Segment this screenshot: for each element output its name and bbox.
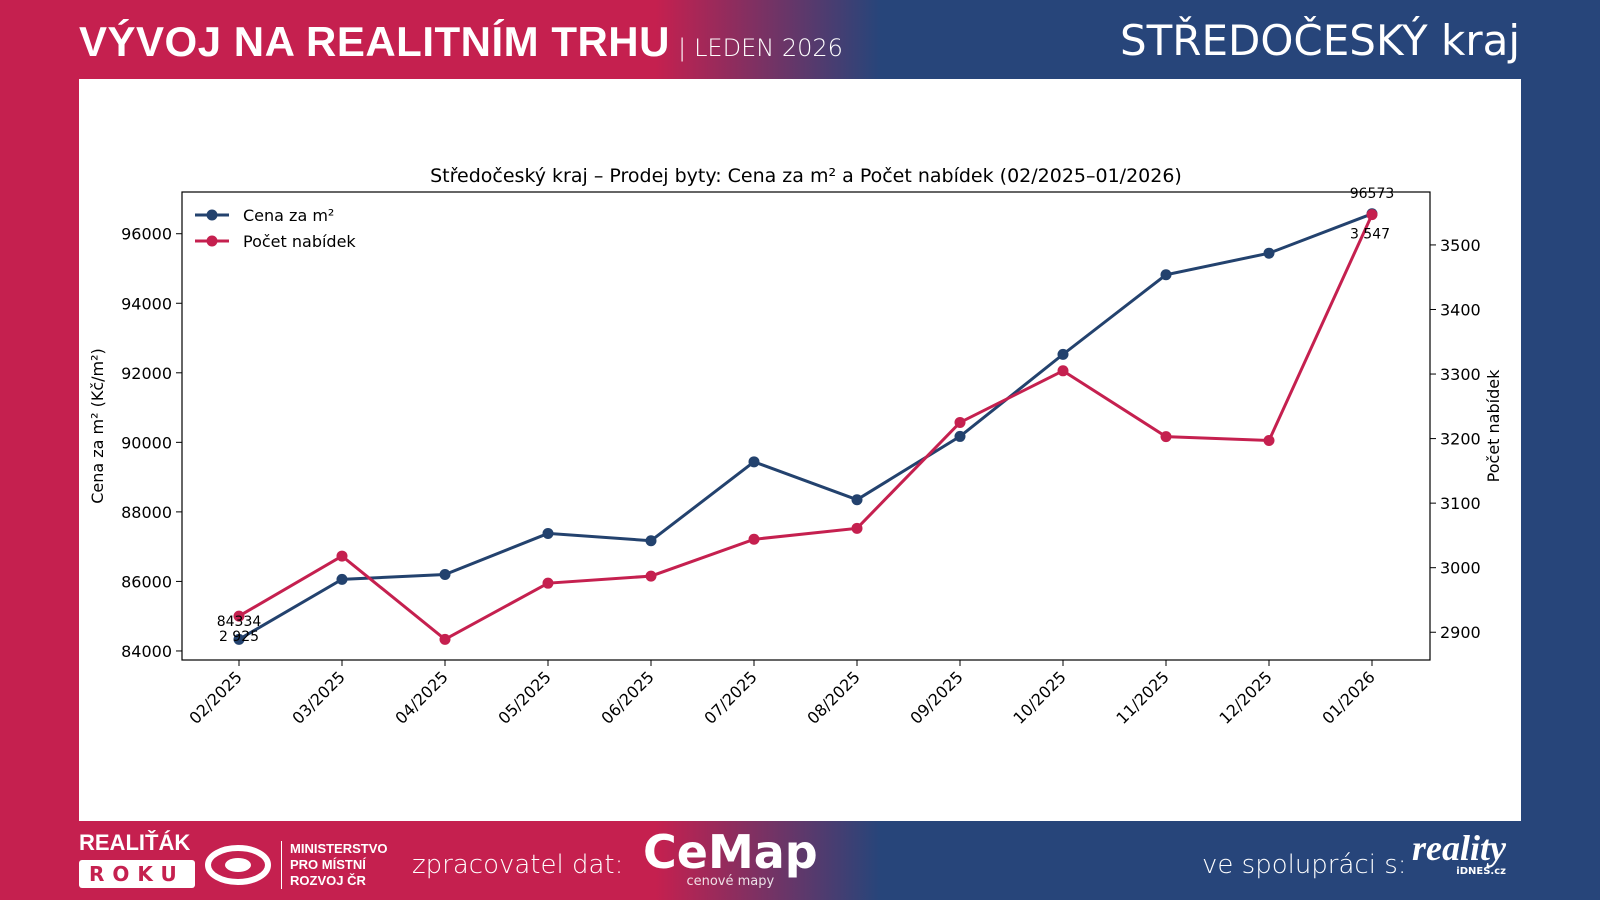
y-tick-label: 88000 — [121, 503, 172, 522]
y-axis-label: Cena za m² (Kč/m²) — [88, 348, 107, 504]
data-point — [645, 535, 657, 547]
data-point — [233, 610, 245, 622]
x-tick-label: 01/2026 — [1318, 667, 1378, 727]
y-tick-label: 84000 — [121, 642, 172, 661]
data-point — [336, 573, 348, 585]
x-tick-label: 12/2025 — [1215, 667, 1275, 727]
x-tick-label: 02/2025 — [185, 667, 245, 727]
ministry-emblem-icon — [205, 845, 271, 885]
y2-tick-label: 3300 — [1440, 365, 1481, 384]
reality-text: reality — [1412, 828, 1506, 868]
page-title: VÝVOJ NA REALITNÍM TRHU — [79, 18, 670, 65]
header-title-group: VÝVOJ NA REALITNÍM TRHU | LEDEN 2026 — [79, 18, 843, 66]
chart: Středočeský kraj – Prodej byty: Cena za … — [88, 165, 1503, 728]
data-point — [542, 577, 554, 589]
chart-panel: Středočeský kraj – Prodej byty: Cena za … — [79, 79, 1521, 821]
y2-tick-label: 3200 — [1440, 430, 1481, 449]
title-separator: | — [677, 34, 687, 62]
x-tick-label: 05/2025 — [494, 667, 554, 727]
y2-tick-label: 3500 — [1440, 236, 1481, 255]
data-point — [1057, 365, 1069, 377]
data-point — [1057, 348, 1069, 360]
x-tick-label: 10/2025 — [1009, 667, 1069, 727]
legend-marker — [206, 235, 218, 247]
data-point — [645, 570, 657, 582]
series-line — [238, 213, 1374, 642]
processor-label: zpracovatel dat: — [412, 850, 624, 880]
data-point — [336, 550, 348, 562]
data-point — [954, 416, 966, 428]
y-tick-label: 86000 — [121, 572, 172, 591]
y2-tick-label: 3000 — [1440, 559, 1481, 578]
ministry-line: PRO MÍSTNÍ — [290, 857, 366, 872]
cemap-text: CeMap — [643, 825, 818, 879]
data-point — [439, 633, 451, 645]
data-label: 3 547 — [1350, 227, 1390, 243]
roku-text: ROKU — [79, 860, 195, 888]
data-point — [851, 494, 863, 506]
period-label: LEDEN 2026 — [694, 34, 843, 62]
x-tick-label: 11/2025 — [1112, 667, 1172, 727]
x-tick-label: 07/2025 — [700, 667, 760, 727]
data-label: 96573 — [1350, 186, 1395, 202]
legend-label: Cena za m² — [243, 206, 334, 225]
y-tick-label: 96000 — [121, 225, 172, 244]
y2-axis-label: Počet nabídek — [1484, 369, 1503, 482]
y2-tick-label: 3400 — [1440, 300, 1481, 319]
data-point — [233, 633, 245, 645]
y-tick-label: 90000 — [121, 433, 172, 452]
x-tick-label: 04/2025 — [391, 667, 451, 727]
y2-tick-label: 3100 — [1440, 494, 1481, 513]
x-tick-label: 08/2025 — [803, 667, 863, 727]
y-tick-label: 92000 — [121, 364, 172, 383]
legend-marker — [206, 209, 218, 221]
idnes-text: iDNES.cz — [1456, 866, 1506, 877]
data-point — [954, 430, 966, 442]
y2-tick-label: 2900 — [1440, 623, 1481, 642]
realitak-text: REALIŤÁK — [79, 830, 191, 855]
data-point — [1366, 209, 1378, 221]
x-tick-label: 06/2025 — [597, 667, 657, 727]
data-point — [1263, 247, 1275, 259]
data-label: 2 925 — [219, 629, 259, 645]
x-tick-label: 03/2025 — [288, 667, 348, 727]
data-point — [851, 522, 863, 534]
data-label: 84334 — [217, 614, 262, 630]
legend-label: Počet nabídek — [243, 232, 356, 251]
ministry-logo: MINISTERSTVO PRO MÍSTNÍ ROZVOJ ČR — [205, 830, 388, 900]
series-line — [238, 212, 1373, 641]
cemap-tagline: cenové mapy — [686, 874, 775, 889]
reality-idnes-logo: reality iDNES.cz — [1412, 830, 1506, 900]
ministry-line: MINISTERSTVO — [290, 841, 388, 856]
chart-title: Středočeský kraj – Prodej byty: Cena za … — [430, 165, 1182, 187]
data-point — [439, 568, 451, 580]
data-point — [748, 456, 760, 468]
partner-label: ve spolupráci s: — [1202, 850, 1407, 880]
realitak-roku-logo: REALIŤÁK ROKU — [79, 830, 195, 900]
data-point — [1263, 435, 1275, 447]
data-point — [1160, 431, 1172, 443]
plot-frame — [181, 191, 1431, 661]
ministry-line: ROZVOJ ČR — [290, 873, 366, 888]
y-tick-label: 94000 — [121, 294, 172, 313]
data-point — [1160, 269, 1172, 281]
x-tick-label: 09/2025 — [906, 667, 966, 727]
data-point — [748, 533, 760, 545]
cemap-logo: CeMap cenové mapy — [643, 825, 818, 900]
data-point — [542, 527, 554, 539]
region-title: STŘEDOČESKÝ kraj — [1119, 16, 1520, 65]
